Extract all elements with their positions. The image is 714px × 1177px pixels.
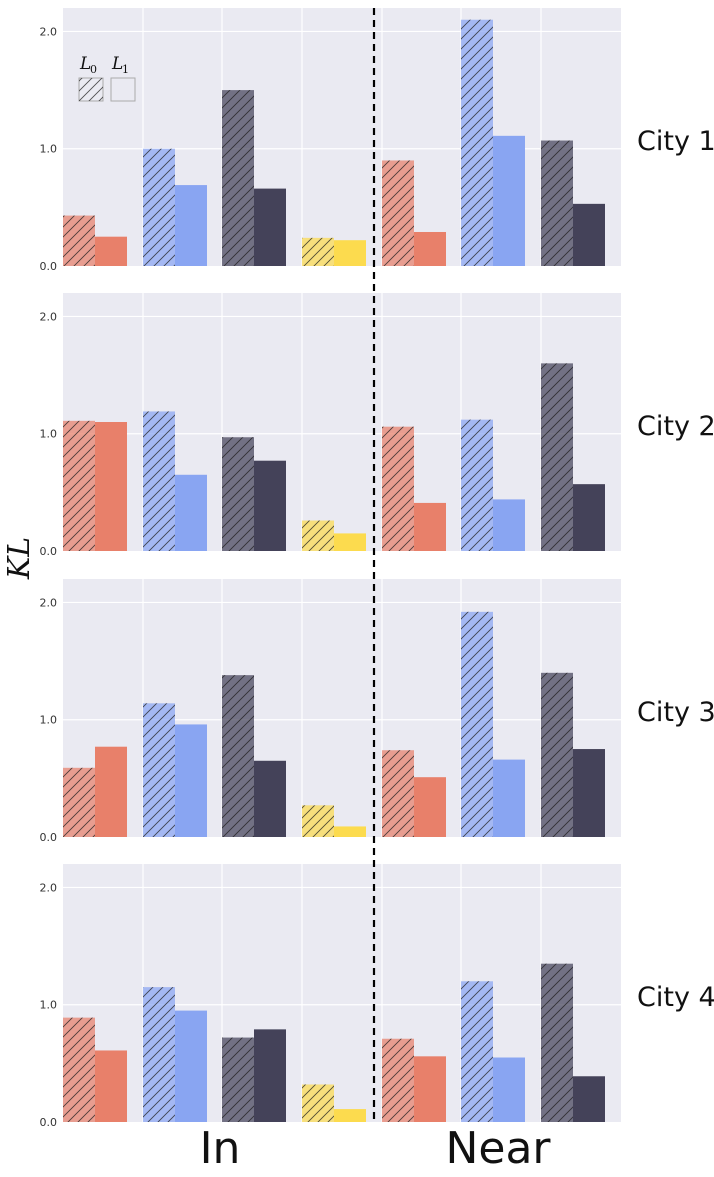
y-tick-label: 2.0 bbox=[40, 310, 58, 323]
legend-label-hatched: L bbox=[79, 54, 91, 74]
y-tick-label: 2.0 bbox=[40, 25, 58, 38]
legend-subscript: 0 bbox=[90, 63, 97, 76]
bar-hatch-overlay bbox=[541, 140, 573, 266]
bar-in-2-l1 bbox=[175, 1010, 207, 1122]
bar-hatch-overlay bbox=[222, 1037, 254, 1122]
bar-near-1-l1 bbox=[414, 502, 446, 551]
panel-3: 0.0 1.0 2.0 City 3 bbox=[40, 579, 714, 844]
bar-in-3-l1 bbox=[254, 1029, 286, 1122]
city-label: City 4 bbox=[637, 982, 714, 1013]
bar-near-3-l1 bbox=[573, 1076, 605, 1122]
bar-in-3-l1 bbox=[254, 460, 286, 551]
bar-hatch-overlay bbox=[302, 1084, 334, 1122]
bar-near-2-l1 bbox=[493, 1057, 525, 1122]
bar-hatch-overlay bbox=[461, 981, 493, 1122]
bar-near-3-l1 bbox=[573, 749, 605, 837]
bar-hatch-overlay bbox=[222, 675, 254, 837]
bar-in-2-l1 bbox=[175, 474, 207, 551]
bar-hatch-overlay bbox=[461, 611, 493, 837]
y-tick-label: 1.0 bbox=[40, 999, 58, 1012]
bar-hatch-overlay bbox=[461, 419, 493, 551]
bar-near-1-l1 bbox=[414, 1056, 446, 1122]
bar-in-1-l1 bbox=[95, 422, 127, 551]
panel-1: 0.0 1.0 2.0 City 1 bbox=[40, 8, 714, 273]
bar-hatch-overlay bbox=[222, 437, 254, 551]
bar-near-2-l1 bbox=[493, 759, 525, 837]
bar-hatch-overlay bbox=[302, 237, 334, 266]
bar-hatch-overlay bbox=[222, 90, 254, 266]
bar-hatch-overlay bbox=[63, 215, 95, 266]
bar-near-1-l1 bbox=[414, 777, 446, 837]
bar-hatch-overlay bbox=[541, 363, 573, 551]
bar-in-1-l1 bbox=[95, 1050, 127, 1122]
panel-2: 0.0 1.0 2.0 City 2 bbox=[40, 293, 714, 558]
city-label: City 1 bbox=[637, 126, 714, 157]
y-axis-label: KL bbox=[2, 537, 37, 580]
bar-hatch-overlay bbox=[382, 426, 414, 551]
legend-swatch-solid bbox=[110, 77, 136, 102]
group-label-near: Near bbox=[445, 1123, 551, 1174]
y-tick-label: 0.0 bbox=[40, 1116, 58, 1129]
bar-in-2-l1 bbox=[175, 185, 207, 266]
bar-in-1-l1 bbox=[95, 746, 127, 837]
bar-hatch-overlay bbox=[302, 805, 334, 837]
bar-near-1-l1 bbox=[414, 231, 446, 266]
bar-hatch-overlay bbox=[63, 767, 95, 837]
bar-hatch-overlay bbox=[461, 19, 493, 267]
y-tick-label: 0.0 bbox=[40, 260, 58, 273]
bar-hatch-overlay bbox=[63, 420, 95, 551]
bar-in-2-l1 bbox=[175, 724, 207, 837]
bar-hatch-overlay bbox=[541, 963, 573, 1122]
city-label: City 2 bbox=[637, 411, 714, 442]
legend-swatch-hatch bbox=[79, 78, 103, 101]
bar-hatch-overlay bbox=[541, 672, 573, 837]
bar-near-3-l1 bbox=[573, 203, 605, 266]
bar-hatch-overlay bbox=[382, 750, 414, 837]
bar-hatch-overlay bbox=[382, 160, 414, 266]
legend-subscript: 1 bbox=[122, 63, 129, 76]
city-label: City 3 bbox=[637, 697, 714, 728]
panel-4: 0.0 1.0 2.0 City 4 bbox=[40, 864, 714, 1129]
bar-in-4-l1 bbox=[334, 1109, 366, 1122]
bar-in-4-l1 bbox=[334, 240, 366, 266]
bar-near-2-l1 bbox=[493, 135, 525, 266]
bar-in-3-l1 bbox=[254, 760, 286, 837]
bar-in-4-l1 bbox=[334, 826, 366, 837]
bar-hatch-overlay bbox=[302, 520, 334, 551]
y-tick-label: 1.0 bbox=[40, 714, 58, 727]
bar-near-2-l1 bbox=[493, 499, 525, 551]
group-label-in: In bbox=[200, 1123, 241, 1174]
bar-in-4-l1 bbox=[334, 533, 366, 551]
y-tick-label: 2.0 bbox=[40, 596, 58, 609]
bar-hatch-overlay bbox=[143, 411, 175, 551]
y-tick-label: 0.0 bbox=[40, 831, 58, 844]
bar-hatch-overlay bbox=[143, 703, 175, 837]
y-tick-label: 0.0 bbox=[40, 545, 58, 558]
bar-near-3-l1 bbox=[573, 484, 605, 551]
bar-in-1-l1 bbox=[95, 236, 127, 266]
legend: L0 L1 bbox=[78, 54, 136, 102]
y-tick-label: 1.0 bbox=[40, 428, 58, 441]
y-tick-label: 1.0 bbox=[40, 143, 58, 156]
bar-hatch-overlay bbox=[143, 148, 175, 266]
bar-in-3-l1 bbox=[254, 188, 286, 266]
bar-hatch-overlay bbox=[63, 1017, 95, 1122]
legend-label-solid: L bbox=[111, 54, 123, 74]
bar-hatch-overlay bbox=[382, 1038, 414, 1122]
bar-hatch-overlay bbox=[143, 987, 175, 1122]
y-tick-label: 2.0 bbox=[40, 881, 58, 894]
